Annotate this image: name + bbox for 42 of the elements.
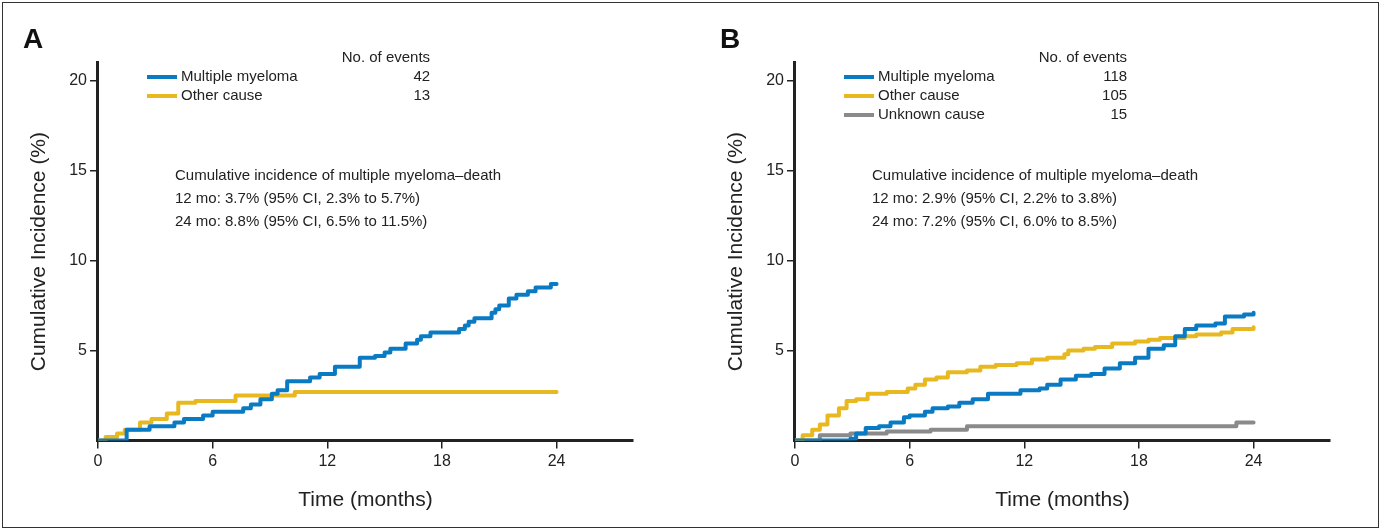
- y-tick-label: 10: [766, 251, 785, 269]
- legend-label: Other cause: [877, 85, 961, 104]
- y-axis-title: Cumulative Incidence (%): [723, 131, 747, 372]
- annotation: Cumulative incidence of multiple myeloma–death: [872, 165, 1199, 185]
- annotation: 105: [1101, 85, 1129, 104]
- x-tick-label: 6: [208, 451, 218, 469]
- y-tick-label: 20: [766, 71, 785, 89]
- annotation: 13: [412, 85, 432, 104]
- x-tick-label: 18: [1130, 451, 1148, 469]
- x-tick-label: 24: [547, 451, 566, 469]
- chart-title: B: [720, 22, 741, 54]
- legend-label: Multiple myeloma: [180, 66, 299, 85]
- y-tick-label: 5: [78, 341, 88, 359]
- x-tick-label: 0: [93, 451, 103, 469]
- y-tick-label: 10: [69, 251, 88, 269]
- x-tick-label: 6: [905, 451, 915, 469]
- legend-title: No. of events: [1037, 47, 1129, 66]
- y-tick-label: 15: [69, 161, 88, 179]
- x-tick-label: 12: [1015, 451, 1034, 469]
- x-tick-label: 18: [433, 451, 451, 469]
- x-axis-title: Time (months): [995, 487, 1130, 511]
- chart-title: A: [23, 22, 44, 54]
- y-tick-label: 20: [69, 71, 88, 89]
- legend-label: Unknown cause: [877, 104, 986, 123]
- x-tick-label: 24: [1244, 451, 1263, 469]
- y-tick-label: 5: [775, 341, 785, 359]
- legend-label: Other cause: [180, 85, 264, 104]
- y-axis-title: Cumulative Incidence (%): [26, 131, 50, 372]
- x-axis-title: Time (months): [298, 487, 433, 511]
- annotation: 12 mo: 2.9% (95% CI, 2.2% to 3.8%): [872, 188, 1119, 208]
- x-tick-label: 12: [318, 451, 337, 469]
- annotation: 15: [1109, 104, 1129, 123]
- annotation: 12 mo: 3.7% (95% CI, 2.3% to 5.7%): [175, 188, 422, 208]
- annotation: Cumulative incidence of multiple myeloma–death: [175, 165, 502, 185]
- annotation: 24 mo: 7.2% (95% CI, 6.0% to 8.5%): [872, 211, 1119, 231]
- y-tick-label: 15: [766, 161, 785, 179]
- legend-title: No. of events: [340, 47, 432, 66]
- annotation: 118: [1102, 66, 1129, 85]
- annotation: 42: [412, 66, 432, 85]
- annotation: 24 mo: 8.8% (95% CI, 6.5% to 11.5%): [175, 211, 429, 231]
- legend-label: Multiple myeloma: [877, 66, 996, 85]
- x-tick-label: 0: [790, 451, 800, 469]
